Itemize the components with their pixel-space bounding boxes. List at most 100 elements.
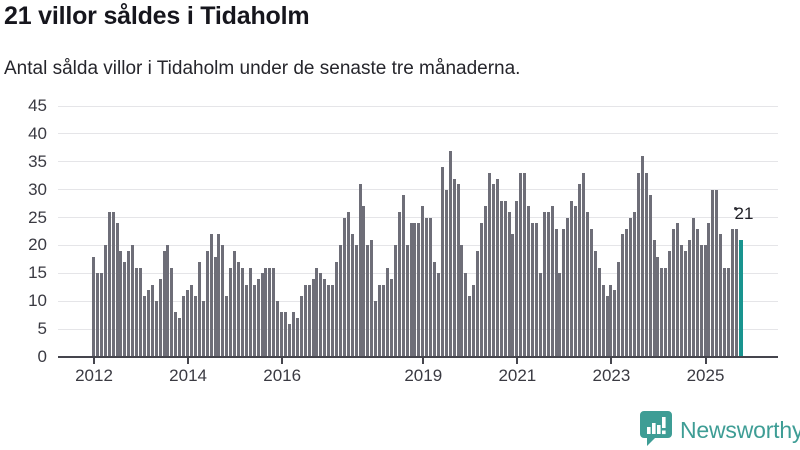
bar <box>288 323 291 357</box>
bar <box>719 234 723 357</box>
bar <box>413 223 417 357</box>
bar <box>182 295 186 357</box>
bar <box>676 223 680 357</box>
bar <box>295 317 299 357</box>
bar <box>523 172 527 357</box>
bar <box>142 295 146 357</box>
bar <box>433 262 437 357</box>
bar <box>444 189 448 357</box>
y-axis-tick-label: 35 <box>28 151 47 171</box>
bar <box>460 245 464 357</box>
bar <box>609 284 613 357</box>
bar <box>570 200 574 357</box>
x-axis-tick <box>93 358 95 364</box>
bar <box>734 228 738 357</box>
bar <box>554 228 558 357</box>
bar <box>280 312 284 357</box>
bar <box>632 211 636 357</box>
bar <box>578 184 582 357</box>
bar <box>291 312 295 357</box>
bar <box>315 267 319 357</box>
x-axis-tick-label: 2012 <box>75 366 113 385</box>
bar <box>417 223 421 357</box>
x-axis-tick-label: 2016 <box>263 366 302 385</box>
chart-subtitle: Antal sålda villor i Tidaholm under de s… <box>4 58 521 79</box>
bar <box>550 206 554 357</box>
bar <box>178 317 182 357</box>
bar <box>323 278 327 357</box>
bar <box>146 290 150 357</box>
bar <box>311 278 315 357</box>
bar <box>723 267 727 357</box>
bar <box>519 172 523 357</box>
bar <box>425 217 429 357</box>
bar <box>358 184 362 357</box>
bar <box>389 278 393 357</box>
bar <box>115 223 119 357</box>
bar <box>327 284 331 357</box>
gridline <box>58 161 778 163</box>
bar <box>429 217 433 357</box>
y-axis-tick-label: 10 <box>28 291 47 311</box>
bar <box>386 267 389 357</box>
bar <box>135 267 139 357</box>
bar <box>640 156 644 357</box>
bar <box>625 228 629 357</box>
bar <box>401 195 405 357</box>
gridline <box>58 217 778 219</box>
bar <box>405 245 409 357</box>
bar <box>264 267 268 357</box>
x-axis-line <box>58 356 778 358</box>
bar <box>174 312 178 357</box>
chart-title: 21 villor såldes i Tidaholm <box>4 2 310 30</box>
bar <box>256 278 260 357</box>
bar <box>92 256 95 357</box>
bar <box>440 167 444 357</box>
bar <box>99 273 103 357</box>
bar <box>656 256 660 357</box>
bar <box>331 284 335 357</box>
bar <box>217 234 221 357</box>
y-axis-tick-label: 0 <box>37 347 47 366</box>
x-axis-tick <box>610 358 613 364</box>
gridline <box>58 105 778 107</box>
bar <box>276 301 280 357</box>
bar <box>131 245 135 357</box>
bar <box>244 284 248 357</box>
bar <box>652 239 656 357</box>
bar <box>566 217 570 357</box>
bar <box>362 206 366 357</box>
highlight-value-label: 21 <box>734 204 754 223</box>
bar <box>448 150 452 357</box>
bar <box>354 245 358 357</box>
bar <box>123 262 127 357</box>
y-axis-tick-label: 15 <box>28 263 47 283</box>
x-axis-tick-label: 2019 <box>404 366 443 385</box>
bar <box>730 228 734 357</box>
bar <box>480 223 484 357</box>
bar <box>476 251 480 357</box>
newsworthy-wordmark: Newsworthy <box>680 416 800 443</box>
bar <box>95 273 99 357</box>
bar <box>107 211 111 357</box>
bar <box>150 284 154 357</box>
bar <box>213 256 217 357</box>
bar <box>166 245 170 357</box>
bar <box>350 234 354 357</box>
bar <box>346 211 350 357</box>
y-axis-tick-label: 45 <box>28 96 47 115</box>
bar <box>158 278 162 357</box>
bar <box>103 245 107 357</box>
bar <box>648 195 652 357</box>
bar <box>507 211 511 357</box>
bar <box>452 178 456 357</box>
bar <box>366 245 370 357</box>
bar <box>582 172 585 357</box>
y-axis-tick-label: 40 <box>28 123 47 143</box>
bar <box>542 211 546 357</box>
newsworthy-icon <box>639 410 673 450</box>
x-axis-tick <box>704 358 707 364</box>
bar <box>284 312 288 357</box>
bar <box>190 284 193 357</box>
